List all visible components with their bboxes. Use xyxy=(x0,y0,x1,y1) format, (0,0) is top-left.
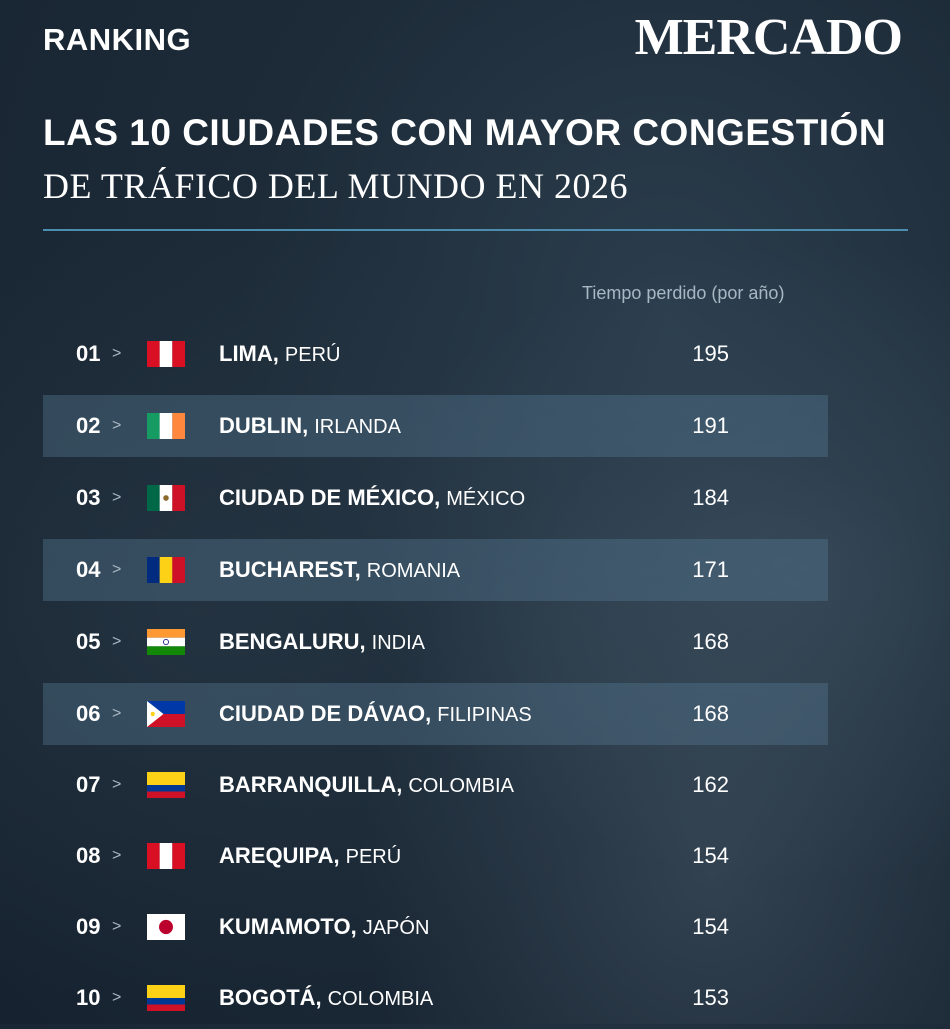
japan-flag-icon xyxy=(147,914,185,940)
chevron-right-icon: > xyxy=(112,561,122,578)
time-lost-value: 168 xyxy=(692,701,729,726)
table-row: 04 > BUCHAREST, ROMANIA 171 xyxy=(43,539,828,601)
time-lost-value: 154 xyxy=(692,914,729,939)
time-lost-value: 184 xyxy=(692,485,729,510)
country-name: IRLANDA xyxy=(314,416,401,438)
country-name: JAPÓN xyxy=(362,917,430,939)
rank-number: 10 xyxy=(76,985,101,1010)
chevron-right-icon: > xyxy=(112,847,122,864)
page-title: LAS 10 CIUDADES CON MAYOR CONGESTIÓN xyxy=(43,112,887,153)
chevron-right-icon: > xyxy=(112,417,122,434)
philippines-flag-icon xyxy=(147,701,185,727)
rank-number: 01 xyxy=(76,341,101,366)
romania-flag-icon xyxy=(147,557,185,583)
rank-number: 02 xyxy=(76,413,101,438)
country-name: INDIA xyxy=(371,632,426,654)
table-row: 03 > CIUDAD DE MÉXICO, MÉXICO 184 xyxy=(43,467,828,529)
rank-number: 05 xyxy=(76,629,101,654)
city-name: AREQUIPA, PERÚ xyxy=(219,843,402,868)
time-lost-value: 162 xyxy=(692,772,729,797)
colombia-flag-icon xyxy=(147,985,185,1011)
chevron-right-icon: > xyxy=(112,489,122,506)
time-lost-value: 195 xyxy=(692,341,729,366)
chevron-right-icon: > xyxy=(112,633,122,650)
rank-number: 09 xyxy=(76,914,101,939)
chevron-right-icon: > xyxy=(112,776,122,793)
country-name: COLOMBIA xyxy=(408,775,514,797)
city-name: LIMA, PERÚ xyxy=(219,341,341,366)
time-lost-value: 191 xyxy=(692,413,729,438)
table-row: 10 > BOGOTÁ, COLOMBIA 153 xyxy=(43,967,828,1029)
india-flag-icon xyxy=(147,629,185,655)
rank-number: 04 xyxy=(76,557,101,582)
city-name: KUMAMOTO, JAPÓN xyxy=(219,914,430,939)
country-name: COLOMBIA xyxy=(327,988,434,1010)
mexico-flag-icon xyxy=(147,485,185,511)
table-row: 07 > BARRANQUILLA, COLOMBIA 162 xyxy=(43,754,828,816)
rank-number: 03 xyxy=(76,485,101,510)
city-name: DUBLIN, IRLANDA xyxy=(219,413,401,438)
time-lost-value: 168 xyxy=(692,629,729,654)
city-name: CIUDAD DE MÉXICO, MÉXICO xyxy=(219,485,526,510)
table-row: 05 > BENGALURU, INDIA 168 xyxy=(43,611,828,673)
table-row: 01 > LIMA, PERÚ 195 xyxy=(43,323,828,385)
rank-number: 07 xyxy=(76,772,101,797)
country-name: PERÚ xyxy=(345,846,402,868)
city-name: BARRANQUILLA, COLOMBIA xyxy=(219,772,514,797)
peru-flag-icon xyxy=(147,341,185,367)
country-name: ROMANIA xyxy=(366,560,461,582)
time-lost-value: 171 xyxy=(692,557,729,582)
page-subtitle: DE TRÁFICO DEL MUNDO EN 2026 xyxy=(43,166,628,206)
table-row: 02 > DUBLIN, IRLANDA 191 xyxy=(43,395,828,457)
peru-flag-icon xyxy=(147,843,185,869)
city-name: CIUDAD DE DÁVAO, FILIPINAS xyxy=(219,701,532,726)
city-name: BOGOTÁ, COLOMBIA xyxy=(219,985,434,1010)
ireland-flag-icon xyxy=(147,413,185,439)
rank-number: 08 xyxy=(76,843,101,868)
brand-logo: MERCADO xyxy=(634,9,903,66)
chevron-right-icon: > xyxy=(112,918,122,935)
country-name: MÉXICO xyxy=(446,488,526,510)
city-name: BUCHAREST, ROMANIA xyxy=(219,557,461,582)
colombia-flag-icon xyxy=(147,772,185,798)
time-lost-value: 153 xyxy=(692,985,729,1010)
column-header-time-lost: Tiempo perdido (por año) xyxy=(582,283,785,303)
table-row: 08 > AREQUIPA, PERÚ 154 xyxy=(43,825,828,887)
country-name: PERÚ xyxy=(284,344,341,366)
chevron-right-icon: > xyxy=(112,705,122,722)
country-name: FILIPINAS xyxy=(437,704,532,726)
title-divider xyxy=(43,229,908,231)
table-row: 09 > KUMAMOTO, JAPÓN 154 xyxy=(43,896,828,958)
table-row: 06 > CIUDAD DE DÁVAO, FILIPINAS 168 xyxy=(43,683,828,745)
chevron-right-icon: > xyxy=(112,989,122,1006)
rank-number: 06 xyxy=(76,701,101,726)
city-name: BENGALURU, INDIA xyxy=(219,629,426,654)
time-lost-value: 154 xyxy=(692,843,729,868)
ranking-label: RANKING xyxy=(43,22,192,57)
chevron-right-icon: > xyxy=(112,345,122,362)
